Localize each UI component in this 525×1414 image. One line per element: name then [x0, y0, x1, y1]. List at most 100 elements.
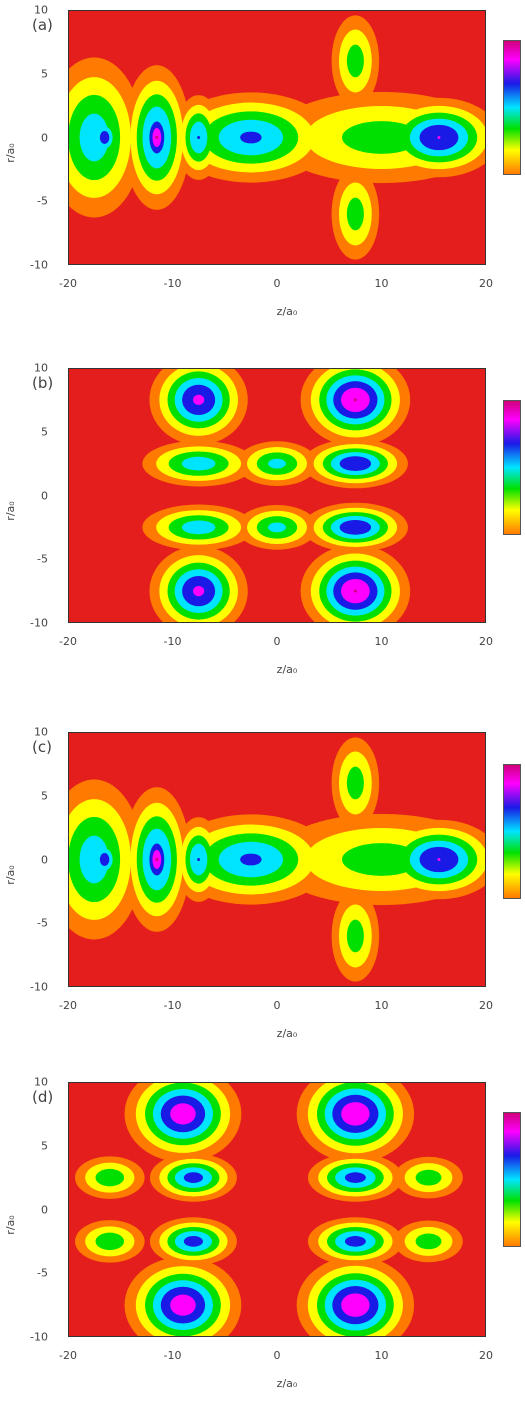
heatmap-level-5-feature-6 [339, 456, 372, 471]
y-tick-label: 5 [41, 1139, 48, 1153]
colorbar [503, 400, 521, 535]
x-tick-label: 0 [273, 277, 281, 290]
heatmap-level-5-feature-1 [99, 853, 110, 866]
heatmap-level-5-feature-1 [99, 131, 110, 144]
heatmap-level-3-feature-11 [415, 1233, 442, 1250]
heatmap-level-5-feature-5 [183, 1172, 203, 1183]
heatmap-level-3-feature-7 [415, 1169, 442, 1186]
x-axis-label: z/a₀ [276, 1377, 298, 1390]
panel-a: (a) r/a₀ z/a₀ 10 5 0 -5 -10 -20 -10 0 10 20 [0, 0, 525, 340]
heatmap-level-6-feature-3 [341, 1293, 370, 1317]
x-tick-label: -10 [163, 277, 182, 290]
heatmap-level-3-feature-8 [346, 766, 364, 800]
x-tick-label: 0 [273, 999, 281, 1012]
heatmap-level-6-feature-0 [193, 394, 205, 405]
panel-c: (c) r/a₀ z/a₀ 10 5 0 -5 -10 -20 -10 0 10 20 [0, 722, 525, 1062]
heatmap-level-7-feature-3 [155, 136, 159, 139]
panel-label: (a) [32, 16, 53, 34]
heatmap-level-5-feature-10 [344, 1236, 366, 1247]
x-tick-label: -20 [59, 1349, 77, 1362]
y-tick-label: 10 [34, 3, 48, 17]
heatmap-level-4-feature-5 [268, 458, 286, 469]
y-tick-label: 5 [41, 425, 48, 439]
heatmap-background [68, 368, 486, 623]
heatmap-level-5-feature-4 [197, 858, 201, 861]
heatmap-level-6-feature-0 [170, 1103, 196, 1125]
y-tick-label: -10 [30, 258, 48, 272]
x-axis-label: z/a₀ [276, 663, 298, 676]
colorbar [503, 764, 521, 899]
heatmap-plot-a [68, 10, 486, 265]
y-tick-label: 10 [34, 1075, 48, 1089]
x-tick-label: -20 [59, 277, 77, 290]
x-tick-label: -10 [163, 999, 182, 1012]
y-tick-label: -10 [30, 616, 48, 630]
heatmap-level-6-feature-1 [341, 1102, 370, 1126]
colorbar [503, 1112, 521, 1247]
panel-b: (b) r/a₀ z/a₀ 10 5 0 -5 -10 -20 -10 0 10 20 [0, 358, 525, 698]
heatmap-level-6-feature-7 [437, 858, 441, 861]
heatmap-level-7-feature-3 [353, 589, 357, 593]
heatmap-canvas [68, 732, 486, 987]
y-tick-label: -5 [37, 552, 48, 566]
y-tick-label: 5 [41, 789, 48, 803]
x-tick-label: -10 [163, 1349, 182, 1362]
x-axis-label: z/a₀ [276, 1027, 298, 1040]
heatmap-level-6-feature-2 [170, 1294, 196, 1316]
y-tick-label: 0 [41, 131, 48, 144]
heatmap-level-4-feature-4 [181, 456, 216, 471]
heatmap-level-3-feature-4 [95, 1168, 125, 1187]
x-tick-label: -20 [59, 635, 77, 648]
panel-d: (d) r/a₀ z/a₀ 10 5 0 -5 -10 -20 -10 0 10 20 [0, 1072, 525, 1412]
y-tick-label: 0 [41, 853, 48, 866]
panel-label: (d) [32, 1088, 54, 1106]
heatmap-level-7-feature-1 [353, 398, 357, 402]
heatmap-level-5-feature-9 [183, 1236, 203, 1247]
heatmap-level-4-feature-7 [181, 520, 216, 535]
heatmap-level-3-feature-8 [346, 44, 364, 78]
y-axis-label: r/a₀ [4, 143, 17, 163]
y-tick-label: -5 [37, 916, 48, 930]
y-tick-label: 10 [34, 725, 48, 739]
heatmap-level-6-feature-7 [437, 136, 441, 139]
x-tick-label: 20 [479, 1349, 493, 1362]
x-tick-label: -10 [163, 635, 182, 648]
x-tick-label: -20 [59, 999, 77, 1012]
heatmap-plot-b [68, 368, 486, 623]
y-tick-label: -5 [37, 1266, 48, 1280]
x-tick-label: 10 [374, 277, 389, 290]
y-tick-label: 0 [41, 1203, 48, 1216]
heatmap-canvas [68, 368, 486, 623]
heatmap-level-4-feature-8 [268, 522, 286, 533]
y-tick-label: -10 [30, 1330, 48, 1344]
x-tick-label: 20 [479, 999, 493, 1012]
y-tick-label: 0 [41, 489, 48, 502]
heatmap-level-6-feature-2 [193, 586, 205, 597]
heatmap-level-5-feature-5 [240, 853, 262, 866]
heatmap-level-4-feature-0 [79, 835, 109, 884]
heatmap-level-5-feature-4 [197, 136, 201, 139]
heatmap-plot-c [68, 732, 486, 987]
x-tick-label: 0 [273, 1349, 281, 1362]
heatmap-canvas [68, 1082, 486, 1337]
x-axis-label: z/a₀ [276, 305, 298, 318]
x-tick-label: 20 [479, 277, 493, 290]
heatmap-level-7-feature-3 [155, 858, 159, 861]
y-tick-label: -5 [37, 194, 48, 208]
heatmap-level-4-feature-0 [79, 113, 109, 162]
x-tick-label: 10 [374, 1349, 389, 1362]
y-axis-label: r/a₀ [4, 1215, 17, 1235]
y-axis-label: r/a₀ [4, 501, 17, 521]
heatmap-level-5-feature-6 [344, 1172, 366, 1183]
heatmap-plot-d [68, 1082, 486, 1337]
heatmap-level-3-feature-8 [95, 1232, 125, 1251]
x-tick-label: 0 [273, 635, 281, 648]
heatmap-level-3-feature-6 [341, 121, 422, 154]
x-tick-label: 20 [479, 635, 493, 648]
heatmap-level-3-feature-9 [346, 197, 364, 231]
heatmap-level-3-feature-9 [346, 919, 364, 953]
heatmap-level-3-feature-6 [341, 843, 422, 876]
y-axis-label: r/a₀ [4, 865, 17, 885]
heatmap-level-5-feature-9 [339, 520, 372, 535]
y-tick-label: -10 [30, 980, 48, 994]
